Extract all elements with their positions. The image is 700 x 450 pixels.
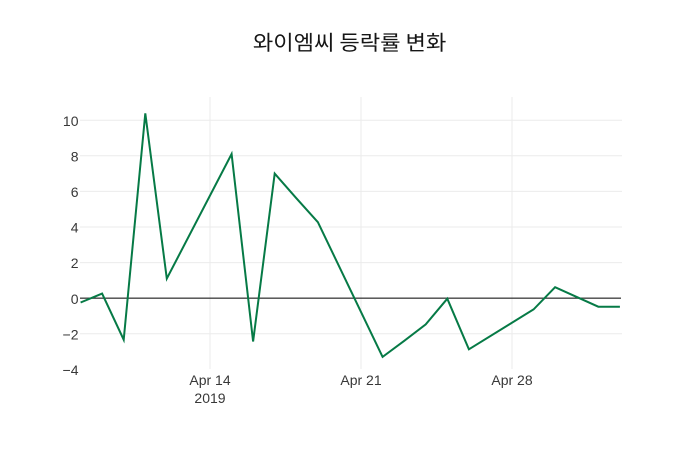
svg-text:Apr 28: Apr 28 bbox=[491, 372, 532, 388]
svg-text:6: 6 bbox=[71, 184, 79, 200]
svg-text:−4: −4 bbox=[63, 362, 79, 378]
svg-text:10: 10 bbox=[63, 113, 79, 129]
svg-text:0: 0 bbox=[71, 291, 79, 307]
svg-text:4: 4 bbox=[71, 220, 79, 236]
svg-text:Apr 14: Apr 14 bbox=[189, 372, 230, 388]
svg-text:2019: 2019 bbox=[194, 390, 225, 406]
svg-text:8: 8 bbox=[71, 148, 79, 164]
svg-text:Apr 21: Apr 21 bbox=[340, 372, 381, 388]
svg-text:2: 2 bbox=[71, 255, 79, 271]
svg-text:−2: −2 bbox=[63, 326, 79, 342]
